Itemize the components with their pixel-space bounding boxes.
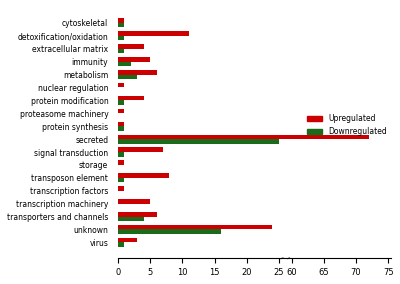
Bar [118,152,124,156]
Bar [118,83,124,87]
Bar [118,23,124,28]
Bar [118,49,124,53]
Bar [118,160,124,165]
Bar [118,173,170,178]
Bar [118,225,272,229]
Bar [118,135,369,139]
Bar [118,57,150,62]
Bar [118,139,279,144]
Bar [118,18,124,23]
Bar [118,242,124,247]
Bar [118,126,124,131]
Bar [118,100,124,105]
Bar [118,70,157,74]
Bar [118,238,137,242]
Bar [118,229,221,234]
Bar [118,96,144,100]
Legend: Upregulated, Downregulated: Upregulated, Downregulated [304,111,390,139]
Bar [118,74,137,79]
Bar [118,147,163,152]
Bar [118,109,124,113]
Bar [118,212,157,217]
Bar [118,199,150,204]
Bar [118,122,124,126]
Bar [118,217,144,221]
Bar [118,44,144,49]
Bar [118,178,124,182]
Bar [118,62,131,66]
Bar [118,36,124,40]
Bar [118,31,189,36]
Bar [118,186,124,191]
